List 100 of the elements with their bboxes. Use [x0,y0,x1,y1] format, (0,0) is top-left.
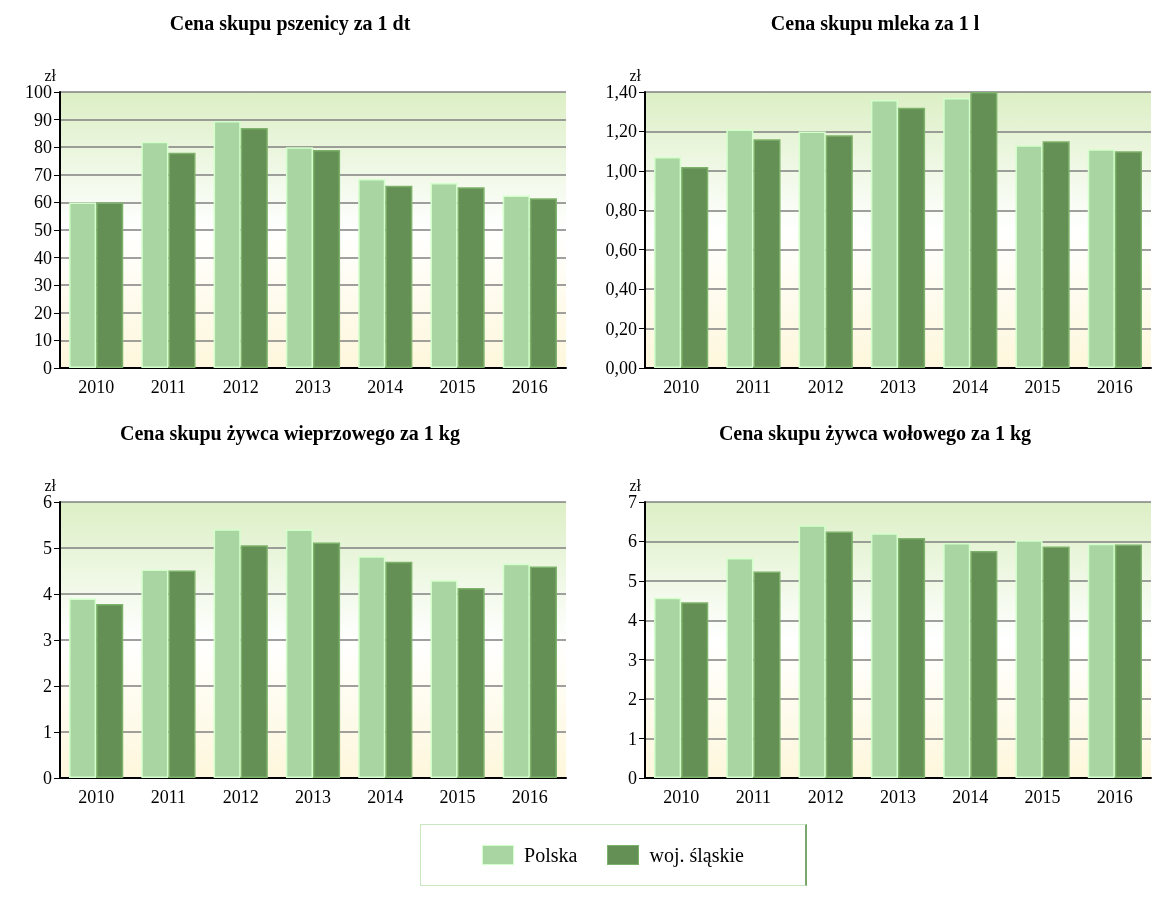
bar [654,597,682,778]
bar [385,185,413,368]
x-tick-label: 2016 [511,787,548,807]
y-tick-label: 30 [34,275,52,296]
bar [358,178,386,368]
bar [1015,540,1043,778]
bar [358,556,386,778]
x-tick-label: 2014 [952,377,989,397]
y-tick-label: 0 [43,768,52,788]
y-tick-label: 2 [43,676,52,696]
y-tick-label: 3 [43,630,52,650]
x-tick-label: 2011 [150,377,187,397]
bar [970,550,998,778]
y-tick-label: 1 [43,722,52,742]
bar [825,531,853,778]
chart-title: Cena skupu żywca wołowego za 1 kg [718,422,1032,445]
bar [726,129,754,368]
x-tick-label: 2013 [295,787,331,807]
bar [798,131,826,368]
legend-label: Polska [524,843,578,867]
x-tick-label: 2011 [150,787,187,807]
bar [502,195,530,368]
y-axis-title: zł [44,66,57,84]
x-tick-label: 2013 [295,377,331,397]
bar [1087,149,1115,368]
y-tick-label: 100 [25,82,52,102]
bar [681,602,709,778]
bar [654,157,682,368]
x-tick-label: 2015 [1024,377,1061,397]
bar [943,543,971,778]
x-tick-label: 2010 [78,787,115,807]
bar [502,563,530,778]
x-tick-label: 2015 [439,377,476,397]
legend-label: woj. śląskie [649,843,744,867]
y-tick-label: 70 [34,164,52,185]
y-tick-label: 2 [628,689,637,710]
y-tick-label: 1,00 [605,160,637,181]
bar [726,557,754,778]
bar [898,537,926,778]
bar [285,529,313,778]
y-tick-label: 90 [34,109,52,130]
y-tick-label: 5 [43,538,52,558]
y-tick-label: 6 [43,492,52,512]
x-tick-label: 2015 [439,787,476,807]
x-tick-label: 2016 [511,377,548,397]
y-axis-title: zł [44,476,57,494]
y-tick-label: 4 [43,584,52,604]
y-tick-label: 5 [628,570,637,591]
y-tick-label: 40 [34,247,52,268]
bar [168,570,196,778]
y-tick-label: 1 [628,728,637,749]
bar [430,183,458,368]
y-tick-label: 0,00 [605,358,637,378]
y-tick-label: 0 [628,768,637,788]
bar [529,566,557,778]
bar [825,135,853,368]
y-tick-label: 60 [34,192,52,213]
bar [943,97,971,368]
bar [1042,141,1070,368]
y-tick-label: 0,20 [605,318,637,339]
bar [168,152,196,368]
x-tick-label: 2012 [222,377,259,397]
x-tick-label: 2013 [880,787,916,807]
y-tick-label: 3 [628,649,637,670]
bar [798,525,826,778]
bar [430,580,458,778]
x-tick-label: 2012 [807,787,844,807]
bar [141,569,169,778]
bar [313,149,341,368]
bar [529,198,557,368]
x-tick-label: 2012 [807,377,844,397]
y-tick-label: 1,40 [605,82,637,102]
bar [240,127,268,368]
x-tick-label: 2014 [367,377,404,397]
x-tick-label: 2016 [1096,377,1133,397]
bar [970,92,998,368]
x-tick-label: 2016 [1096,787,1133,807]
bar [870,533,898,778]
x-tick-label: 2012 [222,787,259,807]
y-tick-label: 80 [34,137,52,158]
y-tick-label: 6 [628,531,637,552]
bar [681,166,709,368]
bar [313,542,341,778]
y-tick-label: 7 [628,492,637,512]
y-tick-label: 0,80 [605,200,637,221]
chart-title: Cena skupu pszenicy za 1 dt [169,12,411,35]
x-tick-label: 2015 [1024,787,1061,807]
bar [385,561,413,778]
bar [1087,543,1115,778]
y-axis-title: zł [629,66,642,84]
bar [1114,151,1142,368]
y-tick-label: 1,20 [605,121,637,142]
y-tick-label: 50 [34,220,52,240]
bar [457,588,485,778]
x-tick-label: 2010 [78,377,115,397]
y-tick-label: 0 [43,358,52,378]
x-tick-label: 2013 [880,377,916,397]
x-tick-label: 2014 [952,787,989,807]
bar [753,139,781,368]
chart-title: Cena skupu mleka za 1 l [770,12,980,35]
